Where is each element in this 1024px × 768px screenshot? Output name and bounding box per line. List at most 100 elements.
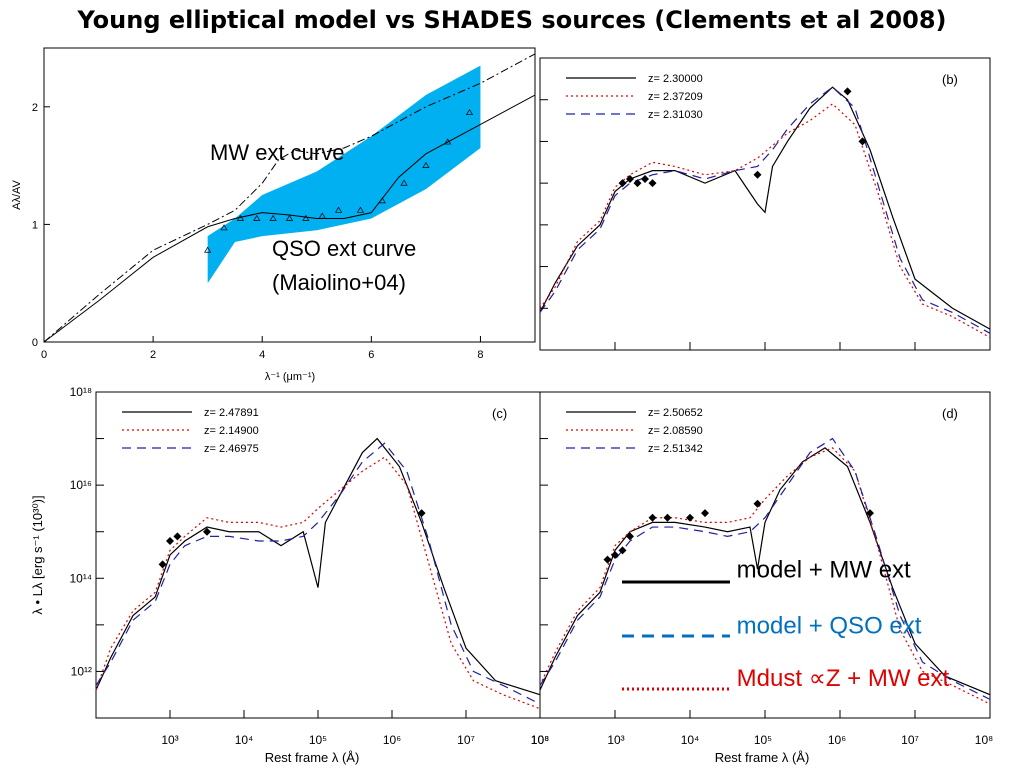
- overlay-legend-mdust: Mdust ∝Z + MW ext: [620, 664, 949, 695]
- panel-b-point: [618, 179, 627, 188]
- panel-d-series-line-1: [539, 447, 991, 705]
- panel-b-point: [843, 87, 852, 96]
- panel-a-point: [220, 224, 228, 231]
- panel-c-series-line-0: [95, 437, 541, 696]
- panel-d-point: [648, 513, 657, 522]
- panel-b-legend-label: z= 2.37209: [648, 91, 703, 103]
- panel-d-series-line-0: [539, 447, 991, 696]
- panel-d-point: [866, 509, 874, 518]
- panel-b-point: [641, 174, 649, 183]
- panel-d-legend-label: z= 2.51342: [648, 443, 703, 455]
- panel-a-point: [236, 214, 245, 221]
- panel-d-point: [611, 551, 619, 559]
- panel-d-label: (d): [942, 406, 958, 421]
- panel-c-ytick-label: 10¹²: [71, 664, 92, 678]
- panel-d-xtick-label: 10⁸: [975, 733, 993, 747]
- panel-a-point: [422, 161, 430, 168]
- panel-c-legend-label: z= 2.47891: [204, 407, 259, 419]
- panel-a-ytick-label: 0: [32, 337, 38, 349]
- panel-c-xtick-label: 10⁷: [457, 733, 475, 747]
- overlay-legend-model: model + MW ext: [620, 556, 911, 586]
- panel-a-ylabel: Aλ/AV: [11, 179, 23, 209]
- panel-d-point: [701, 509, 709, 518]
- qso-ext-band: [207, 65, 481, 284]
- panel-a-point: [253, 214, 261, 221]
- panel-b-series-line-2: [539, 86, 991, 334]
- overlay-legend-qso: model + QSO ext: [620, 612, 921, 642]
- panel-a-point: [302, 214, 310, 221]
- panel-c-label: (c): [492, 406, 507, 421]
- panel-b-series-line-1: [539, 103, 991, 339]
- overlay-legend-mdust-label: Mdust ∝Z + MW ext: [736, 665, 950, 692]
- panel-d-point: [626, 532, 634, 541]
- mw-ext-annotation: MW ext curve: [210, 140, 344, 165]
- panel-c-xlabel: Rest frame λ (Å): [265, 750, 360, 765]
- panel-d-xtick-label: 10⁵: [754, 733, 772, 747]
- panel-a-series-line-0: [43, 53, 536, 343]
- panel-a-point: [269, 214, 277, 221]
- panel-d-point: [618, 546, 627, 555]
- panel-b-point: [626, 174, 634, 183]
- overlay-legend-qso-swatch: [622, 634, 730, 638]
- panel-c-xtick-label: 10⁴: [235, 733, 254, 747]
- panel-c-series-line-1: [95, 456, 541, 710]
- panel-c-point: [166, 537, 174, 546]
- panel-c-xtick-label: 10⁶: [383, 733, 401, 747]
- panel-c-frame: [95, 391, 541, 719]
- panel-a-frame: [43, 47, 536, 343]
- panel-b-point: [753, 170, 762, 179]
- panel-b-point: [633, 179, 642, 188]
- overlay-legend-mdust-swatch: [622, 687, 730, 691]
- panel-a-point: [334, 206, 343, 213]
- panel-a-ytick-label: 1: [32, 219, 38, 231]
- panel-a-xtick-label: 8: [477, 349, 483, 361]
- panel-a-point: [465, 108, 474, 116]
- panel-a-ytick-label: 2: [32, 102, 38, 114]
- panel-c-ytick-label: 10¹⁴: [70, 571, 93, 585]
- panel-a-xtick-label: 0: [41, 349, 47, 361]
- panel-a-xtick-label: 2: [150, 349, 156, 361]
- panel-d-xtick-label: 10³: [607, 733, 624, 747]
- panel-d-xtick-label: 10⁷: [901, 733, 919, 747]
- panel-a-xtick-label: 6: [368, 349, 374, 361]
- panel-c-point: [417, 509, 426, 518]
- panel-a-series-line-1: [43, 94, 536, 343]
- panel-c-series-line-2: [95, 442, 541, 705]
- panel-a-point: [444, 138, 452, 145]
- panel-d-point: [603, 555, 612, 564]
- panel-a-point: [204, 246, 212, 253]
- panel-a-xlabel: λ⁻¹ (μm⁻¹): [265, 371, 315, 383]
- panel-c-point: [173, 532, 182, 541]
- maiolino-annotation: (Maiolino+04): [272, 270, 406, 295]
- qso-ext-annotation: QSO ext curve: [272, 236, 416, 261]
- panel-a-point: [285, 214, 294, 221]
- panel-d-point: [663, 513, 672, 522]
- panel-a-point: [378, 197, 386, 204]
- panel-c-legend-label: z= 2.46975: [204, 443, 259, 455]
- panel-b-point: [858, 137, 867, 146]
- overlay-legend-qso-label: model + QSO ext: [736, 612, 922, 640]
- panel-a-point: [356, 206, 365, 213]
- panel-b-legend-label: z= 2.31030: [648, 109, 703, 121]
- panel-c-xtick-label: 10⁸: [531, 733, 549, 747]
- panel-d-xtick-label: 10⁸: [531, 733, 549, 747]
- panel-c-ytick-label: 10¹⁶: [70, 478, 92, 492]
- panel-c-legend-label: z= 2.14900: [204, 425, 259, 437]
- panel-d-point: [686, 513, 694, 522]
- panel-d-legend-label: z= 2.08590: [648, 425, 703, 437]
- panel-b-legend-label: z= 2.30000: [648, 73, 703, 85]
- panel-b-label: (b): [942, 72, 958, 87]
- panel-c-ylabel: λ • Lλ [erg s⁻¹ (10³⁰)]: [30, 495, 45, 614]
- panel-c-point: [203, 527, 211, 536]
- overlay-legend-model-swatch: [622, 580, 730, 584]
- panel-d-series-line-2: [539, 437, 991, 700]
- panel-a-point: [318, 212, 326, 219]
- panel-c-ytick-label: 10¹⁸: [70, 385, 92, 399]
- panel-a-point: [400, 179, 408, 186]
- panel-d-xtick-label: 10⁶: [828, 733, 846, 747]
- panel-b-point: [648, 179, 657, 188]
- panel-c-xtick-label: 10⁵: [309, 733, 327, 747]
- panel-c-point: [158, 560, 167, 569]
- panel-d-legend-label: z= 2.50652: [648, 407, 703, 419]
